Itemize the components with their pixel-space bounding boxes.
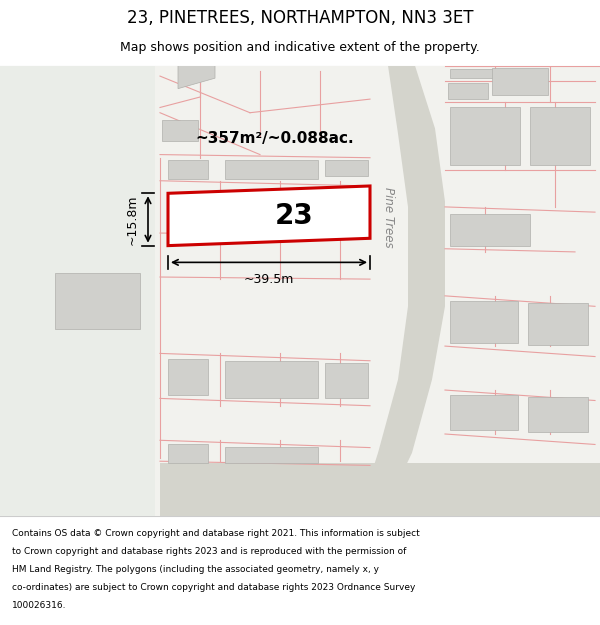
Text: 23: 23 xyxy=(275,202,313,230)
Polygon shape xyxy=(450,107,520,165)
Polygon shape xyxy=(162,120,198,141)
Polygon shape xyxy=(225,160,318,179)
Polygon shape xyxy=(168,186,370,246)
Polygon shape xyxy=(168,444,208,463)
Polygon shape xyxy=(358,66,445,516)
Text: 100026316.: 100026316. xyxy=(12,601,67,610)
Polygon shape xyxy=(530,107,590,165)
Text: to Crown copyright and database rights 2023 and is reproduced with the permissio: to Crown copyright and database rights 2… xyxy=(12,547,406,556)
Polygon shape xyxy=(325,160,368,176)
Polygon shape xyxy=(155,66,600,516)
Text: ~15.8m: ~15.8m xyxy=(126,194,139,245)
Text: Pine Trees: Pine Trees xyxy=(382,187,395,248)
Text: 23, PINETREES, NORTHAMPTON, NN3 3ET: 23, PINETREES, NORTHAMPTON, NN3 3ET xyxy=(127,9,473,28)
Polygon shape xyxy=(178,66,215,89)
Polygon shape xyxy=(448,83,488,99)
Polygon shape xyxy=(450,69,518,78)
Polygon shape xyxy=(0,66,155,516)
Text: Contains OS data © Crown copyright and database right 2021. This information is : Contains OS data © Crown copyright and d… xyxy=(12,529,420,538)
Text: ~39.5m: ~39.5m xyxy=(244,273,294,286)
Polygon shape xyxy=(168,359,208,395)
Polygon shape xyxy=(492,68,548,95)
Polygon shape xyxy=(528,398,588,432)
Polygon shape xyxy=(450,301,518,343)
Text: ~357m²/~0.088ac.: ~357m²/~0.088ac. xyxy=(195,131,353,146)
Polygon shape xyxy=(325,363,368,398)
Polygon shape xyxy=(225,446,318,463)
Polygon shape xyxy=(450,395,518,430)
Polygon shape xyxy=(168,160,208,179)
Text: Map shows position and indicative extent of the property.: Map shows position and indicative extent… xyxy=(120,41,480,54)
Polygon shape xyxy=(160,463,600,516)
Text: HM Land Registry. The polygons (including the associated geometry, namely x, y: HM Land Registry. The polygons (includin… xyxy=(12,565,379,574)
Text: co-ordinates) are subject to Crown copyright and database rights 2023 Ordnance S: co-ordinates) are subject to Crown copyr… xyxy=(12,583,415,592)
Polygon shape xyxy=(55,273,140,329)
Polygon shape xyxy=(225,361,318,398)
Polygon shape xyxy=(450,214,530,246)
Polygon shape xyxy=(528,303,588,345)
